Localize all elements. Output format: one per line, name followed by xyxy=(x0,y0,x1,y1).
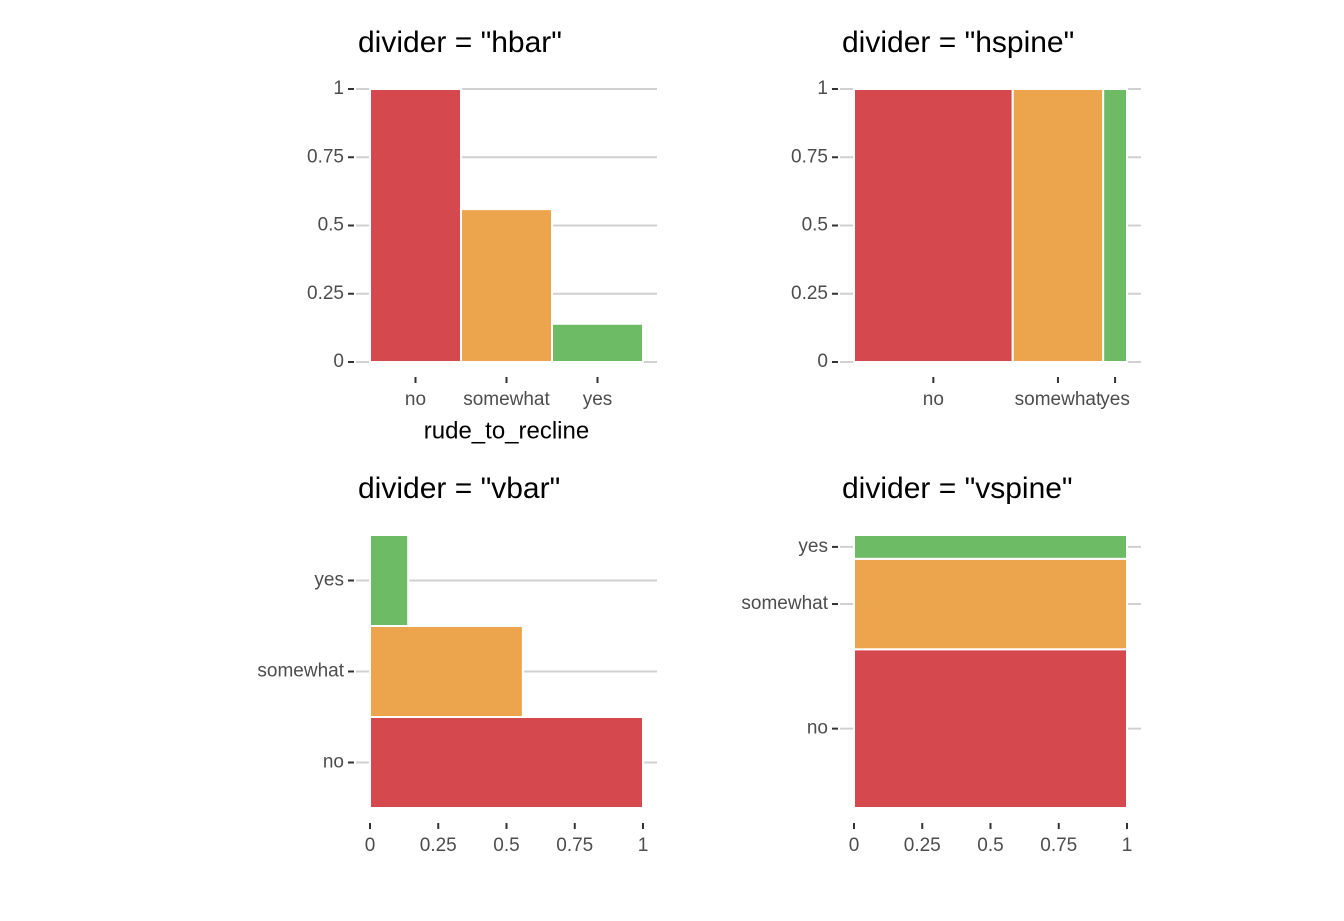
x-tick-label: somewhat xyxy=(1015,389,1102,410)
bar xyxy=(369,716,644,809)
y-tick-label: 0.5 xyxy=(802,215,828,236)
x-tick-label: 0.25 xyxy=(904,835,941,856)
x-tick-label: no xyxy=(405,389,426,410)
x-tick-label: 1 xyxy=(1122,835,1133,856)
bar xyxy=(551,322,644,363)
bar xyxy=(369,534,410,627)
x-axis-label: rude_to_recline xyxy=(424,417,589,444)
x-tick-label: somewhat xyxy=(463,389,550,410)
panel-title: divider = "vbar" xyxy=(358,472,560,505)
bar xyxy=(369,625,524,718)
y-tick-label: 0 xyxy=(333,351,344,372)
y-tick-label: yes xyxy=(798,536,828,557)
x-tick-label: yes xyxy=(583,389,613,410)
x-tick-label: 0.5 xyxy=(977,835,1003,856)
bar xyxy=(369,88,462,363)
x-tick-label: 0 xyxy=(365,835,376,856)
bar xyxy=(460,208,553,363)
x-tick-label: 0.25 xyxy=(420,835,457,856)
y-tick-label: 0.75 xyxy=(307,146,344,167)
x-tick-label: 0.75 xyxy=(556,835,593,856)
y-tick-label: 1 xyxy=(817,78,828,99)
x-tick-label: no xyxy=(923,389,944,410)
x-tick-label: yes xyxy=(1100,389,1130,410)
y-tick-label: 0.5 xyxy=(318,215,344,236)
panel-title: divider = "hspine" xyxy=(842,26,1074,59)
y-tick-label: yes xyxy=(314,570,344,591)
x-tick-label: 0.5 xyxy=(493,835,519,856)
bar xyxy=(1011,88,1105,363)
y-tick-label: 0.75 xyxy=(791,146,828,167)
x-tick-label: 0.75 xyxy=(1040,835,1077,856)
bar xyxy=(1102,88,1129,363)
bar xyxy=(853,557,1128,651)
y-tick-label: no xyxy=(323,752,344,773)
y-tick-label: 0.25 xyxy=(791,283,828,304)
panel-title: divider = "vspine" xyxy=(842,472,1073,505)
bar xyxy=(853,648,1128,809)
y-tick-label: no xyxy=(807,718,828,739)
x-tick-label: 0 xyxy=(849,835,860,856)
bar xyxy=(853,534,1128,560)
y-tick-label: 0.25 xyxy=(307,283,344,304)
y-tick-label: 0 xyxy=(817,351,828,372)
y-tick-label: 1 xyxy=(333,78,344,99)
panel-title: divider = "hbar" xyxy=(358,26,562,59)
y-tick-label: somewhat xyxy=(741,593,828,614)
bar xyxy=(853,88,1014,363)
y-tick-label: somewhat xyxy=(257,661,344,682)
x-tick-label: 1 xyxy=(638,835,649,856)
